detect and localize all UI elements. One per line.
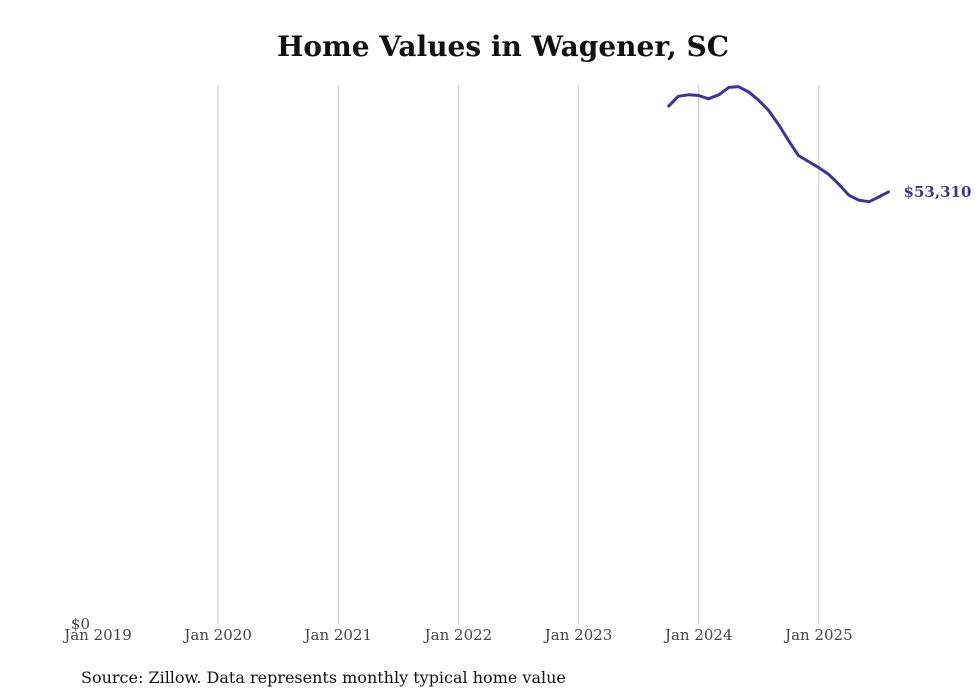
x-axis-ticks: Jan 2019 Jan 2020 Jan 2021 Jan 2022 Jan 2023… [62,626,852,644]
gridlines [217,85,820,624]
chart-source: Source: Zillow. Data represents monthly … [81,668,566,687]
x-tick-label: Jan 2020 [182,626,252,644]
x-tick-label: Jan 2024 [663,626,733,644]
series-end-label: $53,310 [904,183,972,201]
x-tick-label: Jan 2023 [543,626,613,644]
series-line [667,85,890,204]
x-tick-label: Jan 2019 [62,626,132,644]
chart-title: Home Values in Wagener, SC [276,30,730,63]
series-layer: $53,310 [667,85,972,204]
x-tick-label: Jan 2022 [423,626,493,644]
x-tick-label: Jan 2025 [783,626,853,644]
y-tick-label-zero: $0 [71,615,90,633]
x-tick-label: Jan 2021 [303,626,373,644]
